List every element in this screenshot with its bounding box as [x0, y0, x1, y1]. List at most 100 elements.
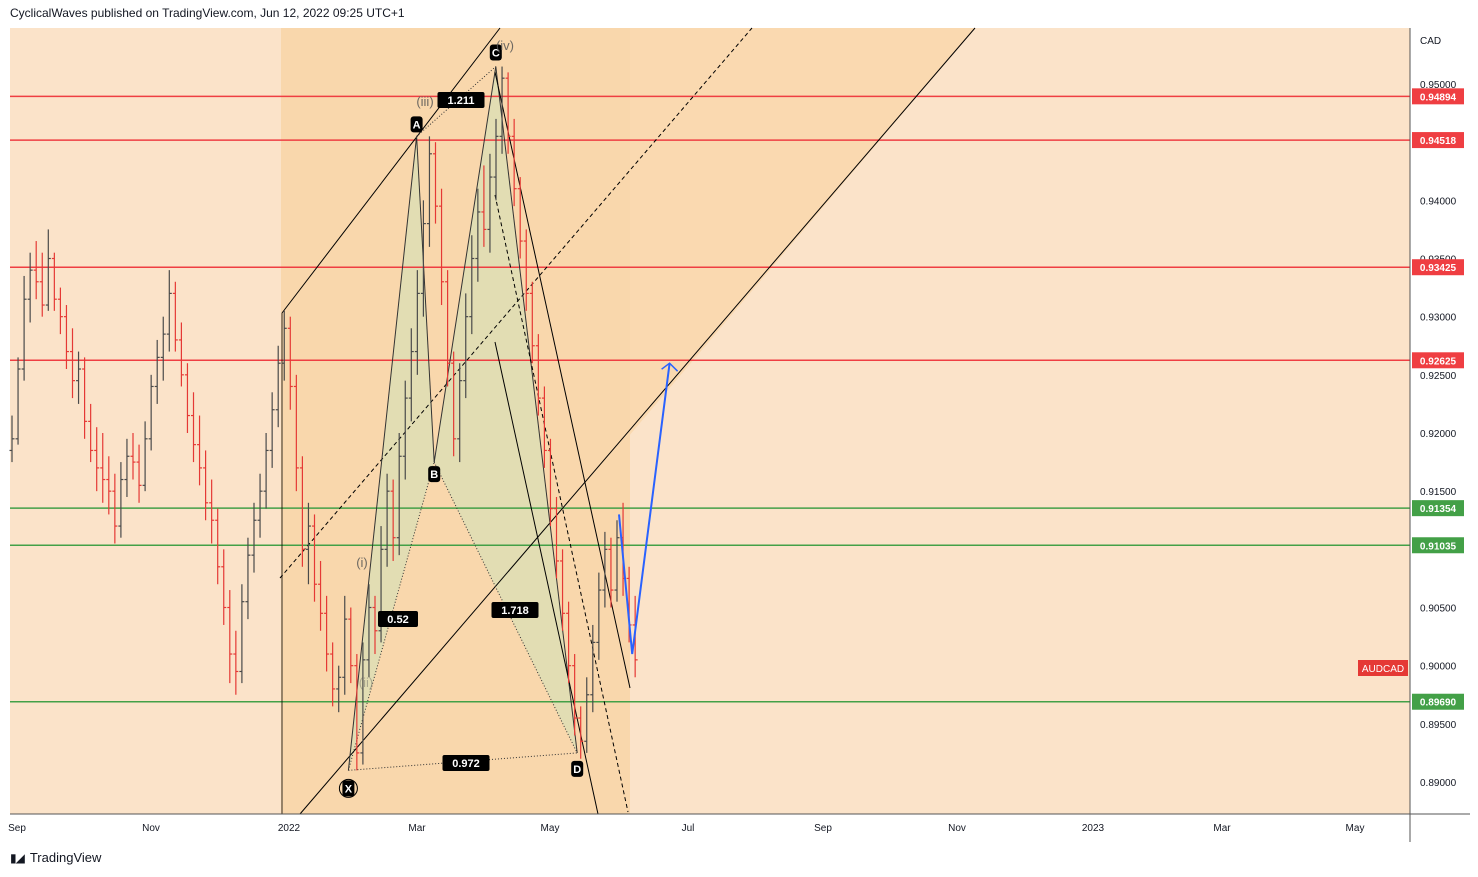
ohlc-bar [130, 433, 136, 480]
ohlc-bar [275, 345, 281, 428]
ohlc-bar [451, 351, 457, 457]
wave-label: (i) [356, 555, 368, 570]
ohlc-bar [566, 601, 572, 684]
ohlc-bar [596, 572, 602, 660]
footer-brand: TradingView [29, 850, 102, 865]
level-tag-bg-1 [1412, 132, 1464, 149]
ohlc-bar [281, 310, 287, 381]
ohlc-bar [402, 380, 408, 480]
level-tag-3: 0.92625 [1420, 356, 1457, 367]
ohlc-bar [602, 531, 608, 608]
price-axis[interactable]: 0.950000.940000.935000.930000.925000.920… [1420, 80, 1457, 789]
drawings-layer [10, 27, 1410, 815]
point-label-X: X [345, 783, 353, 795]
symbol-badge[interactable]: AUDCAD [1358, 660, 1408, 676]
ohlc-bar [330, 642, 336, 707]
level-tag-6: 0.89690 [1420, 698, 1457, 709]
time-tick-label: Mar [408, 823, 426, 834]
ratio-badge: 1.718 [501, 605, 529, 617]
ohlc-bar [184, 363, 190, 433]
ohlc-bar [269, 392, 275, 468]
ratio-badge-bg [437, 92, 485, 108]
currency-label: CAD [1420, 36, 1441, 47]
level-tag-bg-4 [1412, 500, 1464, 517]
ohlc-bar [160, 316, 166, 381]
ohlc-bar [372, 595, 378, 655]
ohlc-bar [293, 374, 299, 492]
point-x-ring [338, 778, 358, 798]
ohlc-bar [106, 456, 112, 515]
ohlc-bar [481, 165, 487, 247]
ohlc-bar [142, 421, 148, 492]
ohlc-bar [420, 200, 426, 317]
time-axis[interactable]: Sep Nov 2022 Mar May Jul Sep Nov 2023 Mar May [8, 823, 1364, 834]
ohlc-bar [227, 590, 233, 684]
ohlc-bar [154, 339, 160, 404]
ohlc-bar [560, 549, 566, 631]
ratio-badge: 1.211 [448, 95, 475, 107]
level-tag-bg-3 [1412, 352, 1464, 369]
price-tick-label: 0.91500 [1420, 487, 1457, 498]
ohlc-bar [584, 677, 590, 753]
ohlc-bar [178, 322, 184, 387]
price-tick-label: 0.93000 [1420, 313, 1457, 324]
ohlc-bar [148, 374, 154, 451]
ohlc-bar [439, 188, 445, 306]
time-tick-label: Mar [1213, 823, 1231, 834]
ohlc-bar [70, 328, 75, 399]
time-tick-label: Sep [8, 823, 26, 834]
ohlc-bar [251, 502, 257, 573]
ohlc-bar [505, 72, 511, 154]
price-tick-label: 0.92000 [1420, 429, 1457, 440]
time-tick-label: Jul [682, 823, 695, 834]
ohlc-bar [257, 473, 263, 538]
ohlc-bar [493, 118, 499, 201]
price-tick-label: 0.89500 [1420, 720, 1457, 731]
ohlc-bar [299, 456, 305, 567]
ohlc-bar [166, 270, 172, 352]
candles-layer [9, 66, 638, 771]
level-tag-bg-2 [1412, 259, 1464, 276]
ohlc-bar [547, 438, 553, 527]
symbol-badge-bg [1358, 660, 1408, 676]
price-tick-label: 0.94000 [1420, 196, 1457, 207]
harmonic-ratio-line-1 [416, 66, 497, 137]
price-tick-label: 0.90000 [1420, 662, 1457, 673]
ohlc-bar [191, 392, 196, 463]
ascending-channel-fill [282, 28, 975, 814]
ohlc-bar [433, 142, 438, 224]
ohlc-bar [172, 281, 178, 352]
ohlc-bar [100, 433, 106, 503]
harmonic-leg-3 [495, 66, 578, 753]
ohlc-bar [203, 450, 209, 521]
ohlc-bar [499, 66, 505, 154]
time-tick-label: 2022 [278, 823, 301, 834]
ratio-badge: 0.52 [387, 614, 408, 626]
ohlc-bar [197, 415, 203, 486]
footer[interactable]: ▮◢ TradingView [10, 850, 101, 865]
bcd-triangle [434, 66, 578, 753]
price-tick-label: 0.89000 [1420, 778, 1457, 789]
channel-upper-line [281, 27, 501, 314]
ohlc-bar [57, 287, 63, 335]
point-label-C: C [492, 48, 500, 60]
ohlc-bar [614, 520, 620, 602]
price-axis-panel [1410, 28, 1470, 814]
tradingview-logo-icon: ▮◢ [10, 850, 25, 865]
point-label-bg-C [489, 44, 502, 61]
ohlc-bar [15, 357, 21, 445]
ohlc-bar [590, 624, 596, 713]
ohlc-bar [33, 241, 39, 300]
ohlc-bar [414, 270, 420, 375]
time-tick-label: Sep [814, 823, 832, 834]
level-tag-bg-5 [1412, 537, 1464, 554]
point-label-bg-D [571, 760, 584, 777]
price-tick-label: 0.90500 [1420, 604, 1457, 615]
wave-label: (ii) [359, 675, 373, 690]
ohlc-bar [487, 153, 493, 253]
ohlc-bar [305, 502, 311, 585]
ohlc-bar [324, 595, 330, 672]
ohlc-bar [312, 514, 317, 602]
ohlc-bar [63, 305, 69, 370]
